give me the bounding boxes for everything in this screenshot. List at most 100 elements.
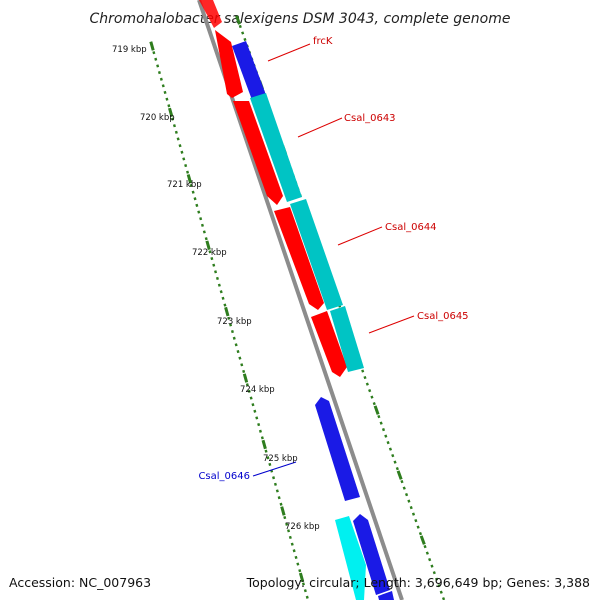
minor-tick <box>428 557 432 562</box>
minor-tick <box>258 429 262 433</box>
minor-tick <box>381 428 386 432</box>
tick-label: 720 kbp <box>140 113 175 123</box>
callout-line <box>252 461 297 477</box>
minor-tick <box>292 549 296 553</box>
minor-tick <box>363 376 367 380</box>
topology-text: Topology: circular; Length: 3,696,649 bp… <box>246 575 590 590</box>
minor-tick <box>197 210 201 214</box>
minor-tick <box>391 453 395 458</box>
minor-tick <box>301 582 305 586</box>
forward-cds-gene <box>233 101 283 205</box>
minor-tick <box>241 31 245 35</box>
minor-tick <box>238 24 242 29</box>
major-tick <box>205 240 211 250</box>
minor-tick <box>305 595 309 599</box>
minor-tick <box>215 276 219 281</box>
minor-tick <box>176 137 180 141</box>
major-tick <box>242 373 249 383</box>
forward-cds-gene <box>274 207 324 310</box>
minor-tick <box>193 197 197 201</box>
minor-tick <box>184 163 188 168</box>
minor-tick <box>199 217 203 221</box>
minor-tick <box>219 290 223 294</box>
minor-tick <box>402 486 406 490</box>
major-tick <box>235 15 241 25</box>
minor-tick <box>174 130 178 134</box>
minor-tick <box>172 124 176 128</box>
minor-tick <box>260 436 264 440</box>
minor-tick <box>279 502 283 506</box>
minor-tick <box>154 57 158 61</box>
minor-tick <box>161 84 165 88</box>
major-tick <box>396 470 403 480</box>
forward-rna-gene <box>290 199 343 310</box>
gene-callouts: frcK Csal_0643 Csal_0644 Csal_0645 Csal_… <box>198 36 468 482</box>
major-tick <box>168 107 174 118</box>
minor-tick <box>273 482 277 486</box>
minor-tick <box>251 403 255 407</box>
minor-tick <box>245 383 249 387</box>
minor-tick <box>287 529 291 533</box>
minor-tick <box>303 589 307 593</box>
major-tick <box>186 174 193 184</box>
minor-tick <box>189 183 193 188</box>
minor-tick <box>266 456 270 460</box>
genome-backbone <box>197 0 404 600</box>
minor-tick <box>186 170 190 174</box>
minor-tick <box>411 512 416 516</box>
minor-tick <box>365 382 369 386</box>
minor-tick <box>400 479 404 484</box>
tick-label: 721 kbp <box>167 180 202 190</box>
minor-tick <box>430 564 434 568</box>
minor-tick <box>418 531 423 536</box>
minor-tick <box>298 569 302 573</box>
minor-tick <box>156 64 160 68</box>
minor-tick <box>404 492 409 497</box>
minor-tick <box>178 144 182 148</box>
minor-tick <box>272 476 276 480</box>
minor-tick <box>414 518 418 523</box>
map-title: Chromohalobacter salexigens DSM 3043, co… <box>90 11 511 27</box>
tick-label: 725 kbp <box>263 454 298 464</box>
minor-tick <box>294 555 298 560</box>
tick-label: 719 kbp <box>112 45 147 55</box>
minor-tick <box>230 329 234 334</box>
gene-label-csal-0645: Csal_0645 <box>417 311 469 322</box>
gene-label-csal-0644: Csal_0644 <box>385 222 437 233</box>
forward-rna-gene <box>330 306 364 372</box>
minor-tick <box>214 270 218 274</box>
minor-tick <box>182 157 186 161</box>
minor-tick <box>370 395 374 399</box>
tick-label: 724 kbp <box>240 385 275 395</box>
minor-tick <box>202 230 206 234</box>
major-tick <box>298 572 305 583</box>
minor-tick <box>229 323 233 327</box>
minor-tick <box>191 190 195 194</box>
minor-tick <box>264 449 268 453</box>
minor-tick <box>247 389 251 393</box>
minor-tick <box>240 363 244 367</box>
forward-rna-gene <box>250 93 302 202</box>
callout-line <box>368 315 415 334</box>
minor-tick <box>379 421 383 425</box>
minor-tick <box>217 283 221 287</box>
minor-tick <box>165 97 169 101</box>
gene-label-csal-0643: Csal_0643 <box>344 113 396 124</box>
minor-tick <box>159 77 163 81</box>
minor-tick <box>285 522 289 526</box>
major-tick <box>224 306 230 317</box>
minor-tick <box>423 544 427 549</box>
minor-tick <box>238 356 242 360</box>
minor-tick <box>437 584 441 588</box>
minor-tick <box>242 369 246 374</box>
reverse-cds-gene <box>378 591 394 600</box>
minor-tick <box>425 551 429 555</box>
minor-tick <box>167 104 171 108</box>
minor-tick <box>361 369 365 373</box>
minor-tick <box>227 316 231 320</box>
minor-tick <box>236 349 240 354</box>
minor-tick <box>388 447 393 451</box>
minor-tick <box>432 571 436 575</box>
minor-tick <box>277 496 281 500</box>
